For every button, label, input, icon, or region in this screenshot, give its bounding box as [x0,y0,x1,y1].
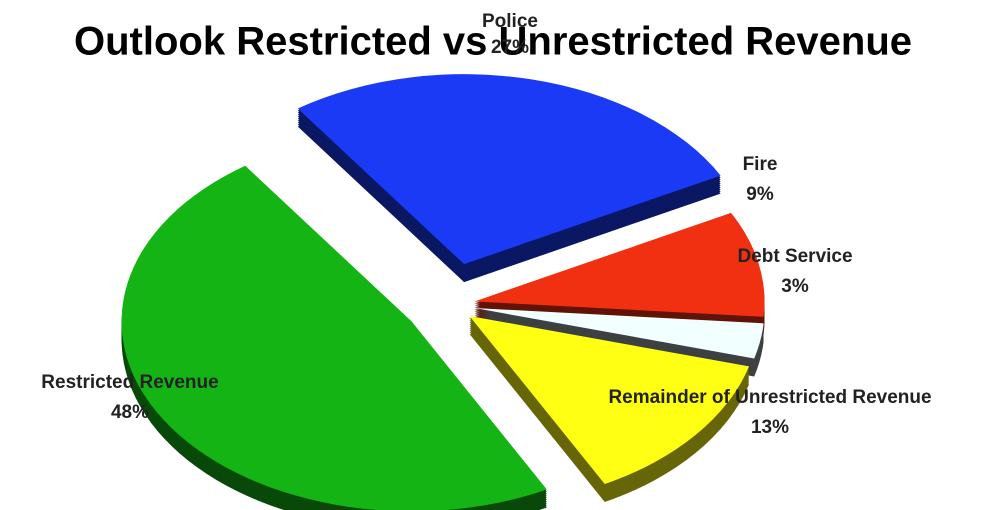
slice-value: 27% [491,37,529,58]
slice-label: Fire [743,154,778,175]
pie [121,74,765,510]
slice [474,212,765,317]
slice-value: 3% [781,276,809,297]
slice [474,308,764,359]
slice-label: Remainder of Unrestricted Revenue [608,387,931,408]
slice-label: Restricted Revenue [41,372,218,393]
slice-value: 9% [746,184,774,205]
slice-label: Police [482,11,538,32]
slice-value: 13% [751,417,789,438]
slice-value: 48% [111,402,149,423]
slice [297,74,721,265]
slice [121,165,547,510]
slice [469,315,750,485]
chart-title: Outlook Restricted vs Unrestricted Reven… [74,20,912,64]
slice-label: Debt Service [737,246,852,267]
